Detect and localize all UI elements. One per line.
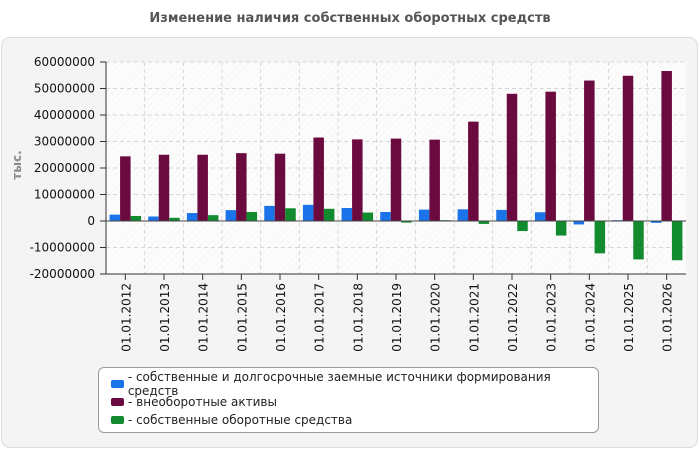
- bar-series-1: [302, 204, 314, 221]
- x-tick-label: 01.01.2020: [429, 283, 443, 352]
- bar-series-2: [352, 139, 363, 221]
- bar-series-1: [650, 221, 662, 223]
- bar-series-1: [534, 212, 546, 221]
- bar-series-3: [323, 208, 335, 221]
- bar-series-3: [285, 208, 296, 221]
- legend-item-1: - собственные и долгосрочные заемные ист…: [99, 370, 598, 398]
- x-tick-label: 01.01.2014: [197, 283, 211, 352]
- chart-title: Изменение наличия собственных оборотных …: [149, 11, 551, 26]
- bar-series-3: [517, 221, 528, 232]
- bar-series-1: [573, 221, 585, 225]
- bar-series-1: [457, 209, 469, 221]
- bar-series-2: [661, 71, 672, 221]
- bar-series-3: [362, 212, 374, 221]
- bar-series-1: [148, 216, 159, 221]
- x-tick-label: 01.01.2012: [119, 283, 133, 352]
- bar-series-3: [671, 221, 683, 261]
- bar-series-3: [401, 221, 412, 223]
- legend-swatch: [111, 416, 124, 424]
- x-tick-label: 01.01.2018: [351, 283, 365, 352]
- bars: [109, 71, 683, 261]
- bar-series-2: [390, 138, 402, 221]
- bar-series-3: [130, 215, 142, 221]
- x-tick-label: 01.01.2026: [661, 283, 675, 352]
- legend-swatch: [111, 398, 124, 406]
- legend-swatch: [111, 380, 124, 388]
- x-tick-label: 01.01.2024: [583, 283, 597, 352]
- legend: - собственные и долгосрочные заемные ист…: [98, 367, 599, 433]
- bar-series-2: [236, 153, 247, 221]
- bar-series-3: [246, 211, 258, 221]
- bar-series-2: [158, 154, 170, 221]
- bar-series-2: [429, 139, 440, 221]
- bar-series-2: [274, 153, 286, 221]
- bar-series-2: [545, 91, 556, 222]
- y-tick-label: 50000000: [34, 82, 95, 96]
- x-tick-labels: 01.01.2012 01.01.2013 01.01.2014 01.01.2015…: [119, 283, 674, 352]
- x-tick-label: 01.01.2013: [158, 283, 172, 352]
- y-tick-label: 60000000: [34, 55, 95, 69]
- bar-series-1: [225, 210, 237, 221]
- y-tick-label: 10000000: [34, 188, 95, 202]
- bar-series-3: [169, 217, 180, 221]
- bar-series-3: [555, 221, 567, 236]
- legend-label: - собственные и долгосрочные заемные ист…: [127, 370, 551, 398]
- bar-series-1: [418, 209, 430, 221]
- y-axis-label: тыс.: [10, 150, 24, 179]
- bar-series-3: [594, 221, 606, 254]
- y-tick-label: 40000000: [34, 108, 95, 122]
- bar-series-2: [506, 93, 518, 221]
- x-tick-label: 01.01.2023: [545, 283, 559, 352]
- y-tick-label: 30000000: [34, 135, 95, 149]
- bar-series-1: [186, 213, 198, 221]
- x-tick-label: 01.01.2017: [313, 283, 327, 352]
- x-tick-label: 01.01.2015: [235, 283, 249, 352]
- y-tick-labels: -20000000 -10000000 0 10000000 20000000 30000…: [30, 55, 95, 281]
- bar-series-2: [622, 75, 634, 221]
- bar-series-2: [313, 137, 324, 221]
- legend-item-3: - собственные оборотные средства: [99, 411, 598, 429]
- bar-series-1: [496, 209, 507, 221]
- bar-series-1: [341, 208, 353, 221]
- x-tick-label: 01.01.2025: [622, 283, 636, 352]
- legend-item-2: - внеоборотные активы: [99, 393, 598, 411]
- y-tick-label: 0: [87, 214, 95, 228]
- y-tick-label: -20000000: [30, 267, 95, 281]
- bar-series-1: [264, 205, 275, 221]
- x-tick-label: 01.01.2021: [467, 283, 481, 352]
- x-tick-label: 01.01.2022: [506, 283, 520, 352]
- x-tick-label: 01.01.2016: [274, 283, 288, 352]
- bar-series-2: [584, 80, 595, 221]
- y-tick-label: -10000000: [30, 241, 95, 255]
- bar-series-2: [468, 121, 479, 221]
- x-tick-label: 01.01.2019: [390, 283, 404, 352]
- legend-label: - собственные оборотные средства: [128, 413, 353, 427]
- bar-series-3: [478, 221, 490, 224]
- legend-label: - внеоборотные активы: [128, 395, 277, 409]
- y-tick-label: 20000000: [34, 161, 95, 175]
- axes: [100, 61, 686, 280]
- bar-series-1: [109, 214, 121, 221]
- bar-series-1: [380, 211, 391, 221]
- bar-series-3: [207, 215, 219, 221]
- bar-series-2: [120, 156, 131, 221]
- bar-series-2: [197, 154, 208, 221]
- bar-series-3: [633, 221, 644, 260]
